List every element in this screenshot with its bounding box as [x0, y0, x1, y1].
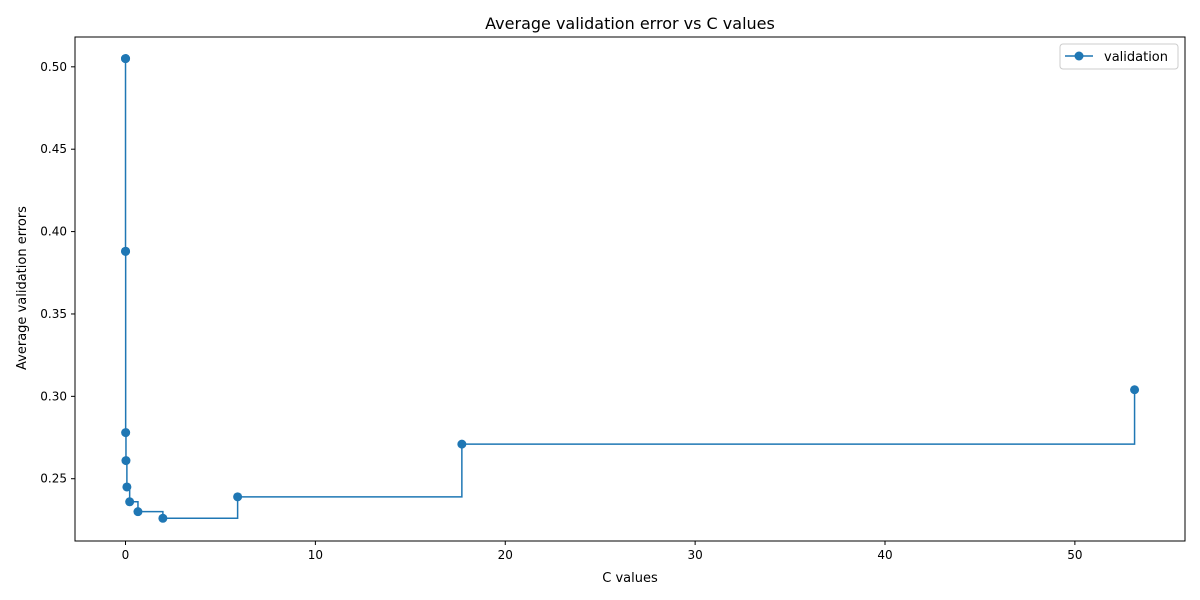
data-point — [121, 246, 131, 256]
plot-area: 0 10 20 30 40 50 0.25 0.30 0.35 0.40 0.45 0.50 — [40, 36, 1186, 562]
y-tick-label: 0.25 — [40, 472, 67, 486]
legend-box — [1059, 43, 1179, 70]
y-tick-label: 0.35 — [40, 307, 67, 321]
data-point — [122, 482, 132, 492]
x-tick-label: 50 — [1067, 548, 1082, 562]
chart-title: Average validation error vs C values — [485, 14, 775, 33]
data-point — [1130, 385, 1140, 395]
y-axis-label: Average validation errors — [15, 206, 30, 370]
data-point — [121, 54, 131, 64]
x-tick-label: 10 — [308, 548, 323, 562]
x-tick-label: 0 — [122, 548, 130, 562]
data-point — [121, 456, 131, 466]
y-tick-label: 0.50 — [40, 60, 67, 74]
y-tick-label: 0.45 — [40, 142, 67, 156]
legend: validation — [1059, 43, 1179, 70]
axes-frame — [74, 36, 1186, 542]
x-tick-label: 20 — [498, 548, 513, 562]
y-tick-label: 0.30 — [40, 389, 67, 403]
x-tick-label: 40 — [877, 548, 892, 562]
x-tick-label: 30 — [687, 548, 702, 562]
data-point — [233, 492, 243, 502]
legend-marker — [1074, 51, 1084, 61]
data-point — [125, 497, 135, 507]
data-point — [158, 513, 168, 523]
y-tick-label: 0.40 — [40, 225, 67, 239]
legend-label: validation — [1104, 50, 1168, 65]
data-point — [121, 428, 131, 438]
data-point — [457, 439, 467, 449]
data-point — [133, 507, 143, 517]
x-axis-label: C values — [602, 571, 658, 586]
